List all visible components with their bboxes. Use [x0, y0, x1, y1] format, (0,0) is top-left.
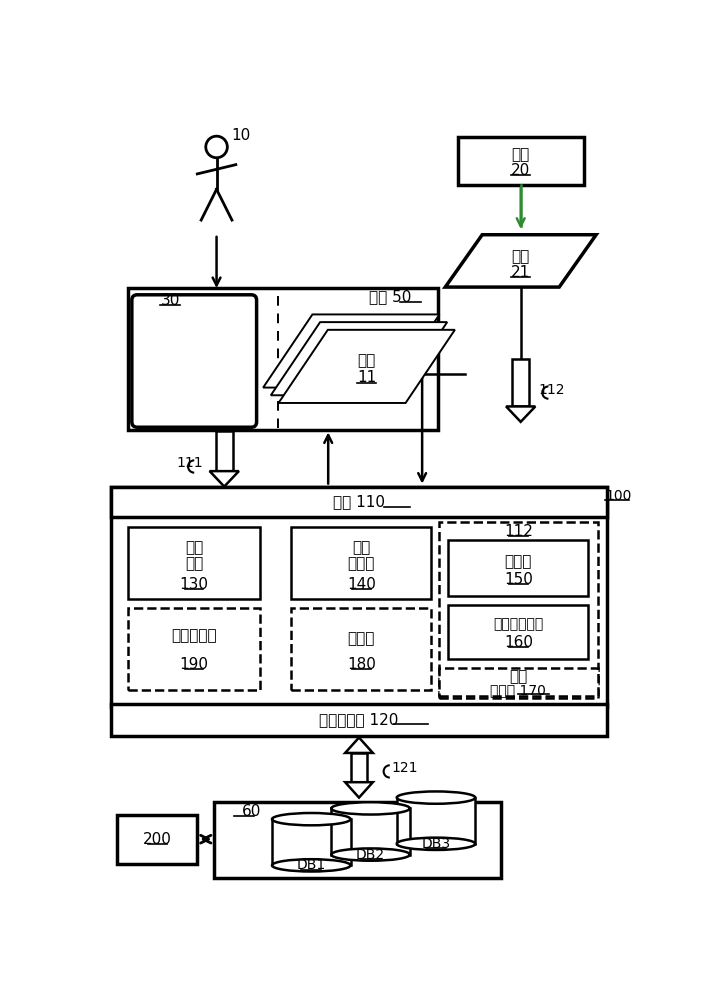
Text: 111: 111: [176, 456, 203, 470]
Text: 表现评估器: 表现评估器: [171, 628, 217, 643]
Text: 对话图: 对话图: [505, 554, 532, 569]
Polygon shape: [345, 782, 373, 798]
Bar: [397, 798, 475, 844]
Text: 150: 150: [504, 572, 533, 587]
Text: 130: 130: [180, 577, 208, 592]
Text: 10: 10: [232, 128, 251, 143]
Text: 数据访问器 120: 数据访问器 120: [319, 712, 399, 727]
Bar: [458, 137, 584, 185]
Text: 100: 100: [605, 489, 632, 503]
Bar: [291, 608, 432, 690]
Text: 121: 121: [391, 761, 418, 775]
Bar: [331, 808, 410, 855]
Text: 190: 190: [180, 657, 208, 672]
Text: 180: 180: [347, 657, 376, 672]
Bar: [148, 379, 240, 391]
Text: 会话: 会话: [509, 669, 527, 684]
Text: 内容高速缓存: 内容高速缓存: [494, 617, 543, 631]
Bar: [111, 704, 607, 736]
Bar: [214, 802, 501, 878]
Bar: [449, 605, 588, 659]
Text: 管理器 170: 管理器 170: [491, 683, 546, 697]
Bar: [148, 345, 240, 357]
Text: 对话: 对话: [352, 540, 371, 555]
Bar: [272, 819, 350, 865]
Bar: [117, 815, 197, 864]
Text: 界面 110: 界面 110: [333, 494, 385, 509]
FancyBboxPatch shape: [132, 295, 257, 427]
Bar: [351, 753, 366, 782]
Bar: [111, 487, 607, 707]
Bar: [449, 540, 588, 596]
Text: 确定: 确定: [185, 556, 204, 571]
Bar: [128, 527, 260, 599]
Bar: [439, 522, 597, 698]
Bar: [216, 431, 233, 471]
Polygon shape: [279, 330, 455, 403]
Text: 140: 140: [347, 577, 376, 592]
Bar: [148, 411, 240, 423]
Text: 30: 30: [161, 293, 180, 308]
Text: 160: 160: [504, 635, 533, 650]
Polygon shape: [506, 406, 536, 422]
Ellipse shape: [397, 838, 475, 850]
Polygon shape: [445, 235, 596, 287]
Text: 112: 112: [504, 524, 533, 539]
Text: 预取器: 预取器: [347, 631, 375, 646]
Ellipse shape: [397, 791, 475, 804]
Text: 意图: 意图: [357, 354, 376, 369]
Polygon shape: [210, 471, 239, 487]
Text: 前端 50: 前端 50: [369, 290, 411, 305]
Ellipse shape: [331, 848, 410, 861]
Text: DB2: DB2: [356, 848, 385, 862]
Bar: [439, 668, 597, 696]
Text: 意图: 意图: [512, 249, 530, 264]
Bar: [148, 362, 240, 374]
Text: 60: 60: [242, 804, 261, 819]
Bar: [512, 359, 529, 406]
Bar: [148, 396, 240, 408]
Text: 21: 21: [511, 265, 530, 280]
Text: DB3: DB3: [421, 837, 451, 851]
Text: 200: 200: [143, 832, 172, 847]
Polygon shape: [263, 314, 439, 388]
Bar: [291, 527, 432, 599]
Bar: [128, 608, 260, 690]
Text: 控制器: 控制器: [347, 556, 375, 571]
Text: 意图: 意图: [185, 540, 204, 555]
Polygon shape: [271, 322, 447, 395]
Ellipse shape: [272, 859, 350, 872]
Text: DB1: DB1: [297, 858, 326, 872]
Ellipse shape: [331, 802, 410, 815]
Text: 112: 112: [538, 382, 564, 396]
Bar: [128, 288, 437, 430]
Bar: [151, 328, 237, 340]
Text: 11: 11: [357, 370, 376, 385]
Text: 监测: 监测: [512, 147, 530, 162]
Circle shape: [206, 136, 227, 158]
Ellipse shape: [272, 813, 350, 825]
Text: 20: 20: [511, 163, 530, 178]
Polygon shape: [345, 738, 373, 753]
Bar: [111, 487, 607, 517]
